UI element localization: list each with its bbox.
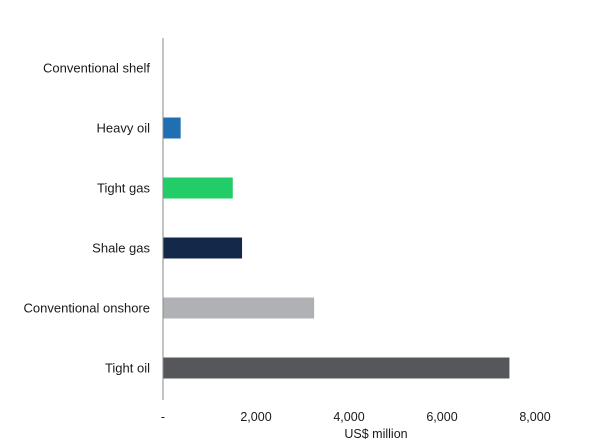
x-tick-label: 8,000 bbox=[519, 410, 550, 424]
x-tick-label: - bbox=[161, 410, 165, 424]
bar-conventional-onshore bbox=[163, 297, 315, 319]
x-tick-labels: - 2,000 4,000 6,000 8,000 bbox=[161, 410, 551, 424]
category-label: Tight oil bbox=[105, 361, 150, 376]
x-tick-label: 6,000 bbox=[426, 410, 457, 424]
bars-group bbox=[163, 117, 510, 379]
bar-tight-oil bbox=[163, 357, 510, 379]
category-labels: Conventional shelf Heavy oil Tight gas Shal… bbox=[24, 61, 151, 376]
x-axis-title: US$ million bbox=[344, 427, 407, 441]
bar-heavy-oil bbox=[163, 117, 181, 139]
x-tick-label: 4,000 bbox=[333, 410, 364, 424]
category-label: Conventional shelf bbox=[43, 61, 150, 76]
category-label: Heavy oil bbox=[97, 121, 151, 136]
category-label: Conventional onshore bbox=[24, 301, 150, 316]
bar-shale-gas bbox=[163, 237, 243, 259]
bar-tight-gas bbox=[163, 177, 233, 199]
x-tick-label: 2,000 bbox=[240, 410, 271, 424]
category-label: Tight gas bbox=[97, 181, 150, 196]
category-label: Shale gas bbox=[92, 241, 150, 256]
